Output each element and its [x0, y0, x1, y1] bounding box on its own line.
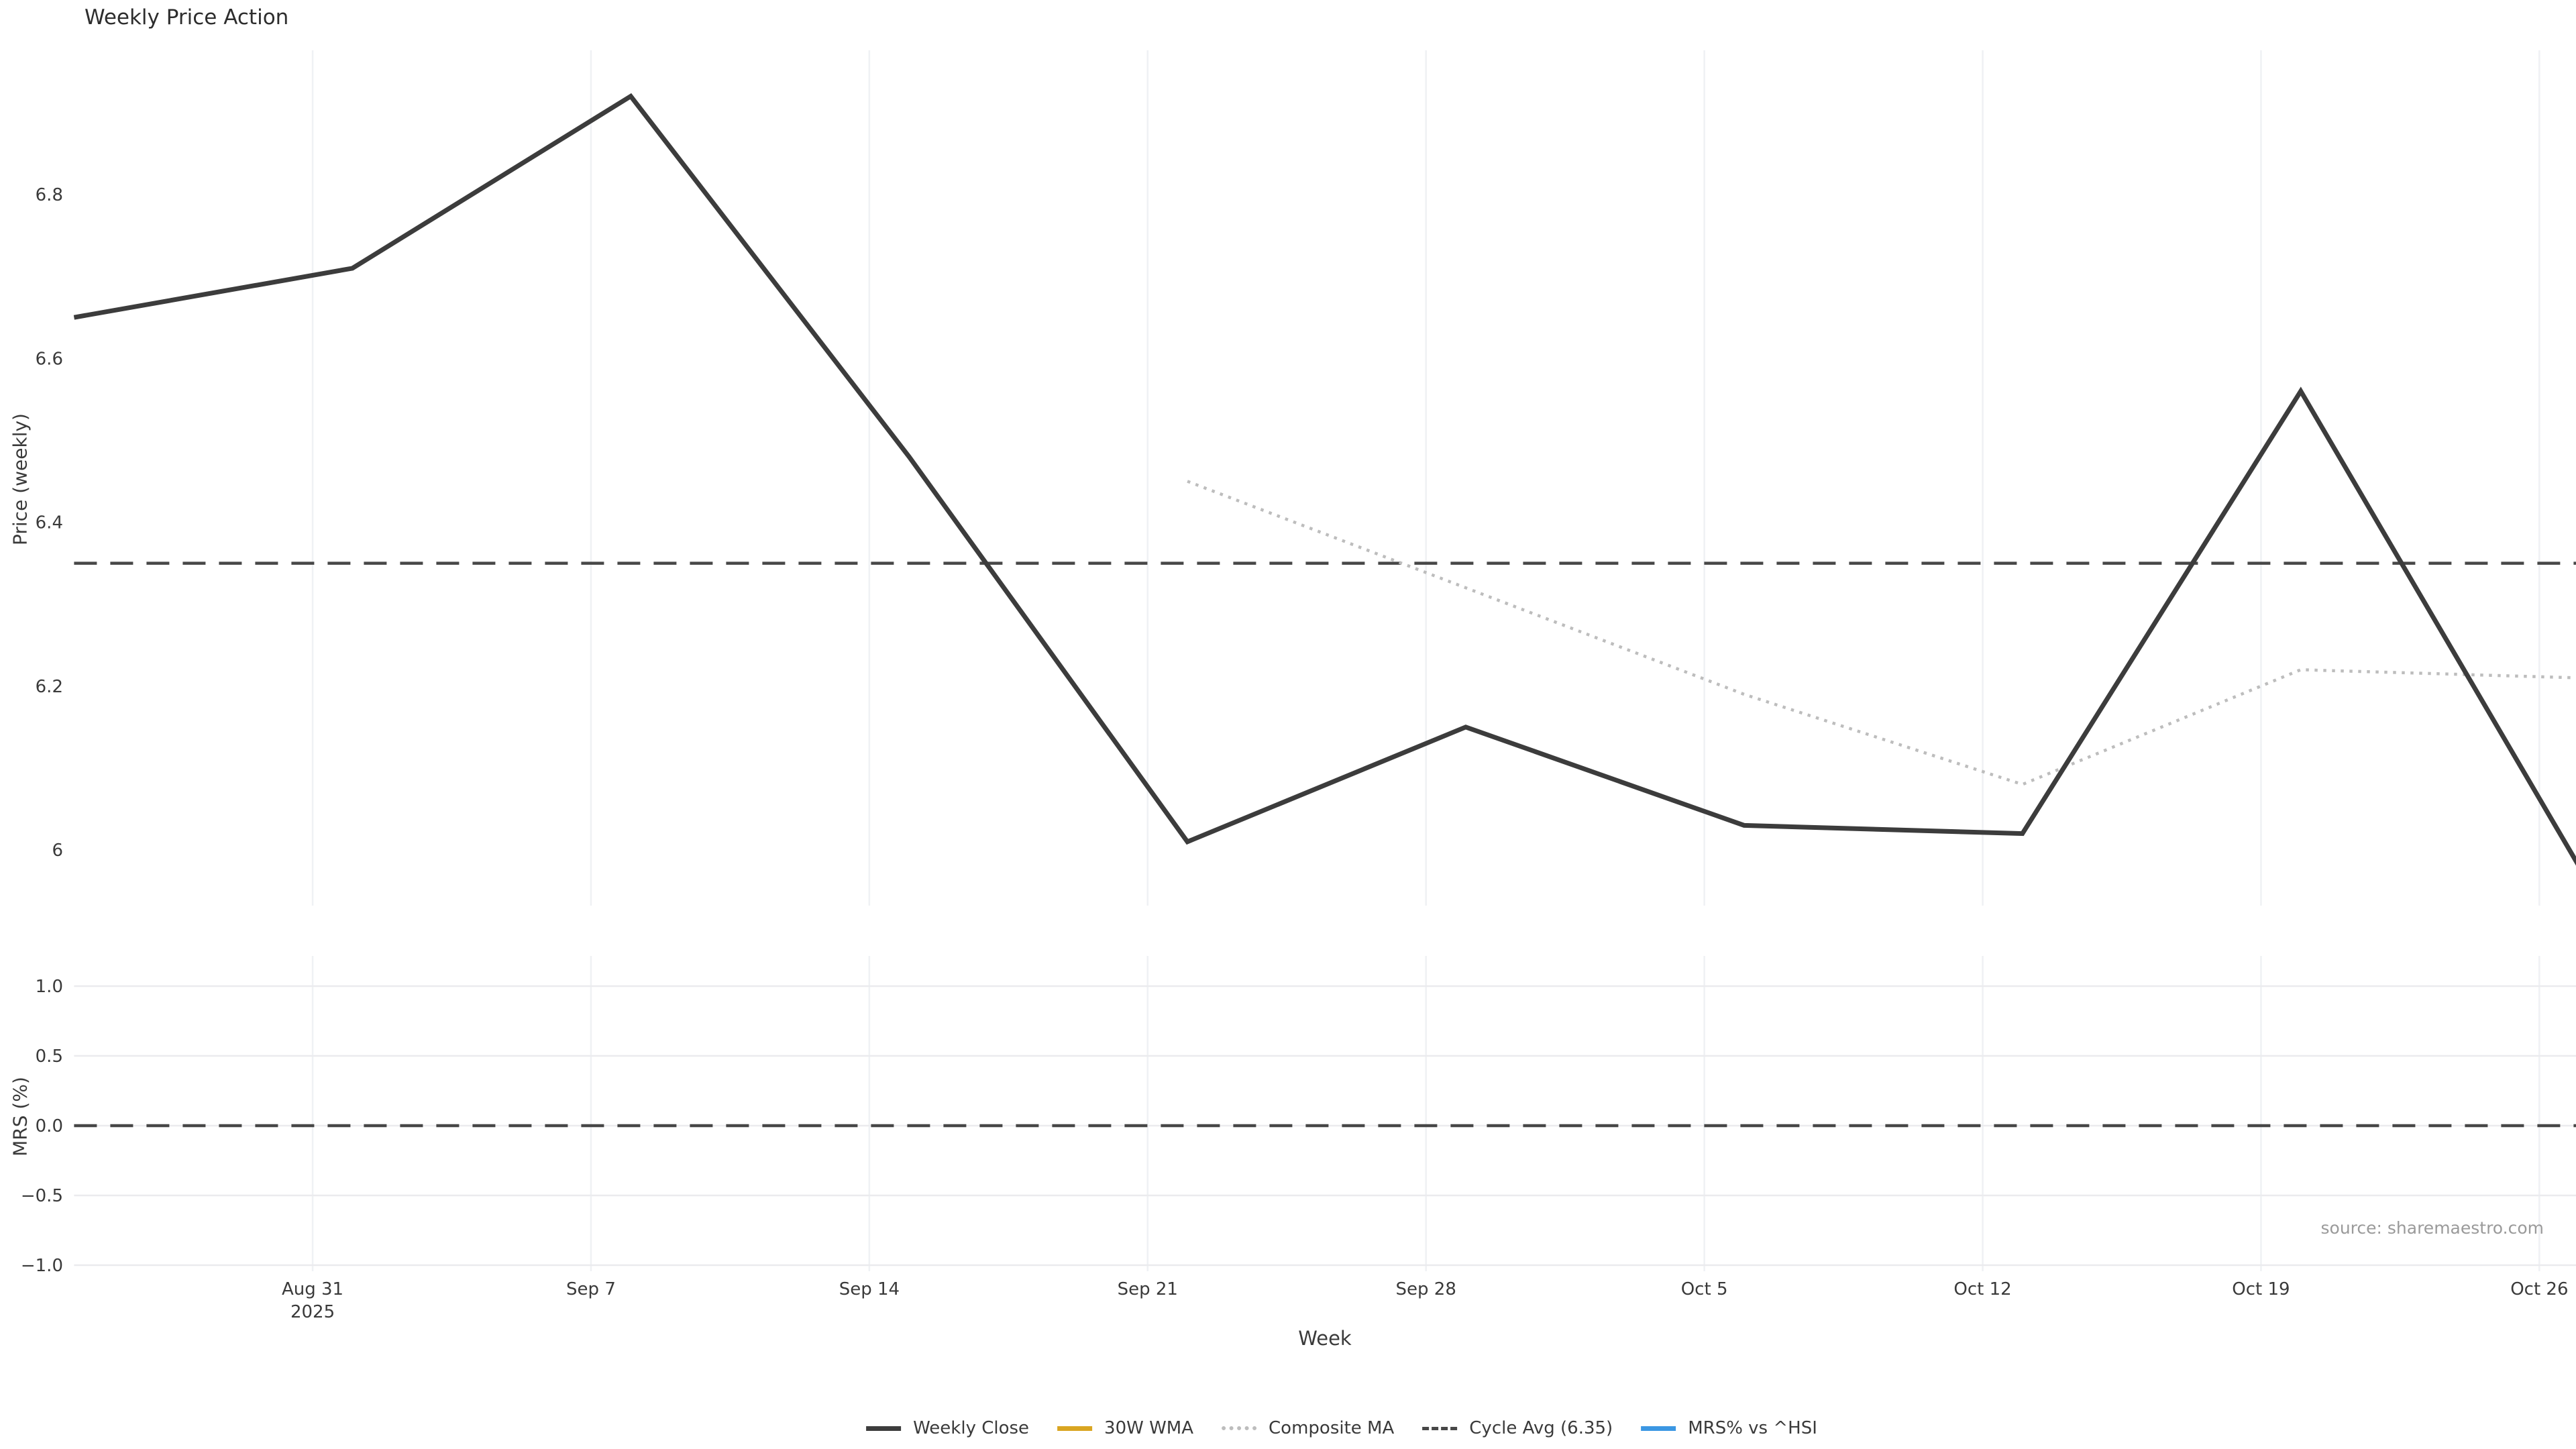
x-tick-label: Oct 12	[1953, 1279, 2011, 1299]
legend-item: 30W WMA	[1057, 1418, 1193, 1438]
x-tick-label: Sep 28	[1396, 1279, 1456, 1299]
price-tick-label: 6.8	[36, 185, 63, 205]
x-tick-label: Sep 21	[1118, 1279, 1178, 1299]
mrs-tick-label: −0.5	[21, 1186, 63, 1206]
composite-ma-line	[1187, 480, 2576, 786]
x-tick-label: Oct 5	[1681, 1279, 1728, 1299]
legend-label: 30W WMA	[1104, 1418, 1194, 1438]
series-layer	[73, 93, 2576, 1128]
mrs-tick-label: 0.5	[36, 1046, 63, 1067]
x-axis-label: Week	[1298, 1327, 1352, 1350]
legend-swatch-dotted	[1222, 1426, 1257, 1430]
legend-label: MRS% vs ^HSI	[1688, 1418, 1817, 1438]
legend-item: MRS% vs ^HSI	[1641, 1418, 1817, 1438]
legend-item: Weekly Close	[866, 1418, 1029, 1438]
price-tick-label: 6	[52, 841, 63, 861]
price-tick-label: 6.4	[36, 513, 63, 533]
legend-swatch-solid	[1057, 1426, 1093, 1431]
price-tick-label: 6.2	[36, 677, 63, 697]
tick-labels-layer: 6.8 6.6 6.4 6.2 6 1.0 0.5 0.0 −0.5 −1.0 Aug 31 2025…	[21, 185, 2569, 1322]
x-tick-label: Aug 31	[282, 1279, 343, 1299]
mrs-tick-label: 1.0	[36, 977, 63, 997]
legend-swatch-dashed	[1422, 1426, 1458, 1430]
gridlines-layer	[74, 50, 2576, 1271]
x-tick-label: Oct 19	[2232, 1279, 2290, 1299]
legend-swatch-solid	[866, 1426, 902, 1431]
x-tick-label: 2025	[290, 1302, 335, 1322]
legend-item: Composite MA	[1222, 1418, 1394, 1438]
legend: Weekly Close 30W WMA Composite MA Cycle Avg…	[866, 1418, 1817, 1438]
legend-label: Cycle Avg (6.35)	[1469, 1418, 1613, 1438]
x-tick-label: Oct 26	[2510, 1279, 2568, 1299]
legend-label: Composite MA	[1269, 1418, 1395, 1438]
source-credit: source: sharemaestro.com	[2320, 1218, 2544, 1238]
price-tick-label: 6.6	[36, 349, 63, 369]
mrs-axis-label: MRS (%)	[9, 1077, 32, 1157]
chart-title: Weekly Price Action	[85, 5, 289, 30]
x-tick-label: Sep 14	[839, 1279, 900, 1299]
x-tick-label: Sep 7	[566, 1279, 616, 1299]
legend-label: Weekly Close	[913, 1418, 1030, 1438]
legend-swatch-solid	[1641, 1426, 1676, 1431]
legend-item: Cycle Avg (6.35)	[1422, 1418, 1613, 1438]
mrs-tick-label: −1.0	[21, 1256, 63, 1276]
price-axis-label: Price (weekly)	[9, 413, 32, 545]
weekly-close-line	[73, 93, 2576, 866]
mrs-tick-label: 0.0	[36, 1116, 63, 1136]
